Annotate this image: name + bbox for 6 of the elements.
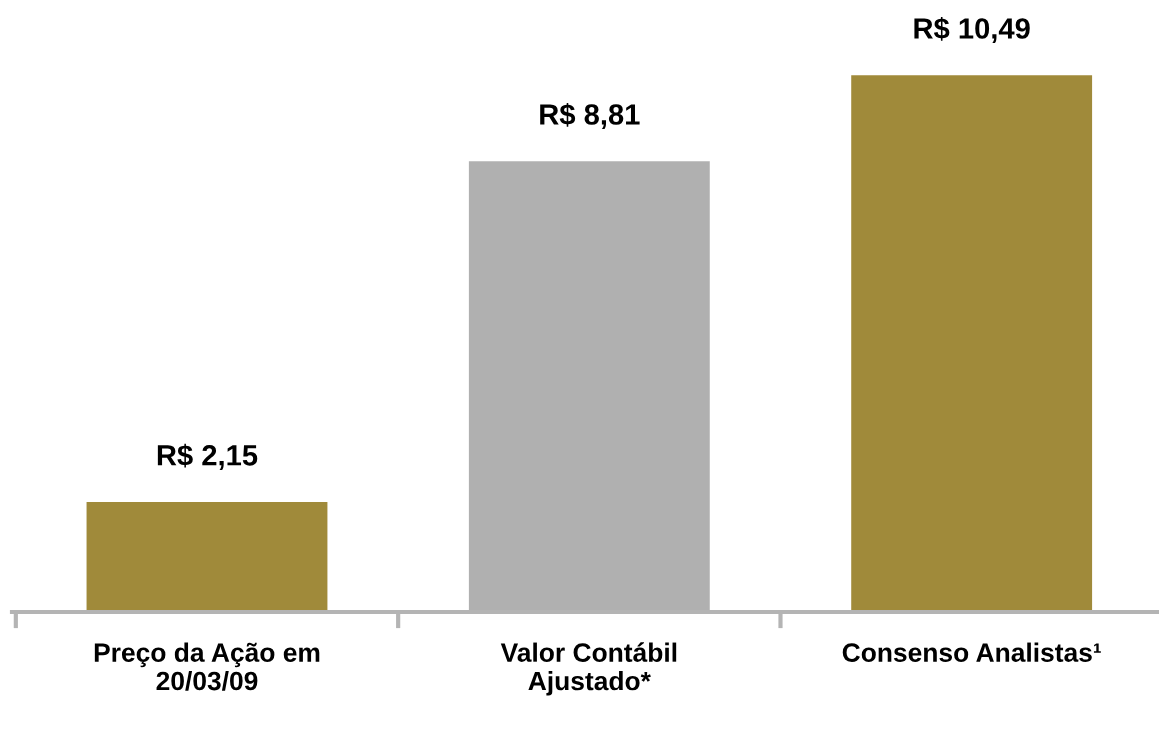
data-label: R$ 10,49	[914, 16, 1030, 44]
x-tick-label: Valor Contábil Ajustado*	[500, 642, 677, 696]
x-tick-label: Consenso Analistas¹	[842, 642, 1101, 662]
data-label: R$ 8,81	[540, 102, 640, 130]
data-label: R$ 2,15	[157, 443, 258, 470]
x-tick-label: Preço da Ação em 20/03/09	[94, 642, 320, 691]
